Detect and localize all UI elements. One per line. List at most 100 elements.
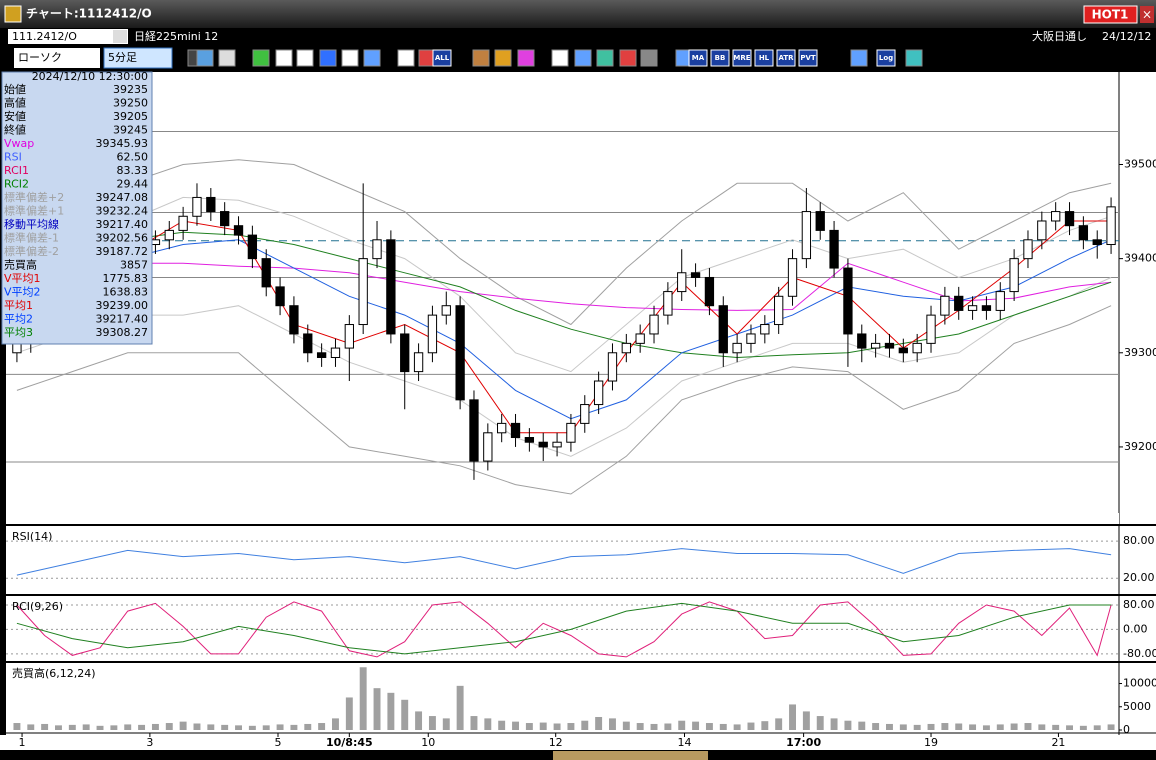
x-tick-label: 14	[677, 736, 691, 749]
candle-body	[746, 333, 756, 344]
candle-body	[718, 305, 728, 354]
select-arrow[interactable]	[113, 30, 127, 43]
scroll-thumb[interactable]	[553, 751, 708, 760]
symbol[interactable]: 111.2412/O	[12, 30, 77, 43]
x-tick-label: 1	[19, 736, 26, 749]
volume-bar	[68, 724, 76, 730]
symbol-select[interactable]	[8, 29, 128, 44]
toolbar-icon[interactable]	[574, 49, 592, 67]
volume-bar	[553, 723, 561, 730]
volume-bar	[470, 716, 478, 730]
toolbar-icon[interactable]	[275, 49, 293, 67]
info-label: 高値	[4, 96, 26, 110]
info-value: 39235	[113, 83, 148, 96]
info-label: 終値	[4, 123, 26, 137]
toolbar-button-label[interactable]: PVT	[800, 54, 816, 62]
toolbar-button-label[interactable]: ATR	[778, 54, 794, 62]
toolbar-icon[interactable]	[640, 49, 658, 67]
info-value: 1638.83	[103, 286, 149, 299]
candle-body	[995, 291, 1005, 311]
interval-select[interactable]	[103, 47, 173, 69]
overlay-line	[16, 262, 1112, 311]
toolbar-icon[interactable]	[196, 49, 214, 67]
toolbar-icon[interactable]	[850, 49, 868, 67]
toolbar-button[interactable]	[876, 49, 896, 67]
toolbar-button[interactable]	[432, 49, 452, 67]
toolbar-button[interactable]	[732, 49, 752, 67]
toolbar-button-label[interactable]: ALL	[435, 54, 450, 62]
toolbar-icon[interactable]	[596, 49, 614, 67]
toolbar-button-label[interactable]: Log	[879, 54, 893, 62]
candle-body	[607, 352, 618, 382]
toolbar-icon[interactable]	[319, 49, 337, 67]
toolbar-icon[interactable]	[296, 49, 314, 67]
info-label: V平均2	[4, 286, 41, 299]
candle-body	[552, 441, 562, 448]
toolbar-icon[interactable]	[363, 49, 381, 67]
toolbar-button-label[interactable]: MA	[692, 54, 705, 62]
volume-bar	[622, 721, 630, 730]
volume-bar	[221, 724, 229, 730]
hot-label[interactable]: HOT1	[1092, 8, 1129, 22]
panel-label: RSI(14)	[12, 530, 52, 543]
candle-body	[330, 347, 341, 358]
toolbar-icon[interactable]	[517, 49, 535, 67]
toolbar-icon[interactable]	[494, 49, 512, 67]
x-tick-label: 3	[146, 736, 153, 749]
volume-bar	[165, 723, 173, 730]
info-label: 始値	[4, 82, 26, 96]
volume-bar	[276, 724, 284, 730]
interval[interactable]: 5分足	[108, 51, 137, 64]
volume-bar	[193, 723, 201, 730]
x-tick-label: 19	[924, 736, 938, 749]
volume-bar	[1093, 725, 1101, 730]
toolbar-button[interactable]	[688, 49, 708, 67]
toolbar-icon[interactable]	[551, 49, 569, 67]
candle-body	[303, 333, 313, 354]
toolbar-icon[interactable]	[252, 49, 270, 67]
volume-bar	[941, 723, 949, 730]
candle-body	[233, 225, 244, 236]
candle-body	[621, 342, 631, 354]
chart-style[interactable]: ローソク	[18, 51, 62, 64]
toolbar-icon[interactable]	[397, 49, 415, 67]
volume-bar	[844, 720, 852, 730]
info-label: 移動平均線	[4, 217, 59, 231]
toolbar-icon[interactable]	[905, 49, 923, 67]
volume-bar	[692, 721, 700, 730]
close-icon[interactable]: ×	[1142, 8, 1152, 22]
candle-body	[898, 347, 908, 354]
toolbar-button-label[interactable]: MRE	[733, 54, 750, 62]
toolbar-icon[interactable]	[472, 49, 490, 67]
toolbar-button[interactable]	[776, 49, 796, 67]
toolbar-button[interactable]	[710, 49, 730, 67]
toolbar-button-label[interactable]: BB	[715, 54, 726, 62]
hot-button[interactable]	[1083, 5, 1138, 24]
candle-body	[441, 305, 451, 316]
toolbar-icon[interactable]	[619, 49, 637, 67]
volume-bar	[290, 724, 298, 730]
volume-bar	[525, 723, 533, 730]
toolbar-button-label[interactable]: HL	[759, 54, 770, 62]
volume-bar	[899, 724, 907, 730]
volume-bar	[1010, 723, 1018, 730]
candle-body	[344, 324, 354, 349]
toolbar-icon[interactable]	[341, 49, 359, 67]
info-value: 39202.56	[96, 232, 149, 245]
candle-body	[1064, 211, 1075, 227]
volume-bar	[235, 725, 242, 730]
candle-body	[1009, 258, 1019, 293]
close-button[interactable]	[1140, 6, 1154, 23]
volume-bar	[705, 723, 713, 730]
toolbar-button[interactable]	[798, 49, 818, 67]
indicator-line	[16, 601, 1112, 658]
style-select[interactable]	[14, 48, 100, 68]
candle-body	[649, 314, 659, 335]
volume-bar	[428, 716, 436, 730]
toolbar-button[interactable]	[754, 49, 774, 67]
volume-bar	[567, 723, 575, 730]
candle-body	[483, 432, 493, 462]
toolbar-icon[interactable]	[218, 49, 236, 67]
info-label: 売買高	[4, 258, 37, 272]
volume-bar	[1066, 725, 1073, 730]
